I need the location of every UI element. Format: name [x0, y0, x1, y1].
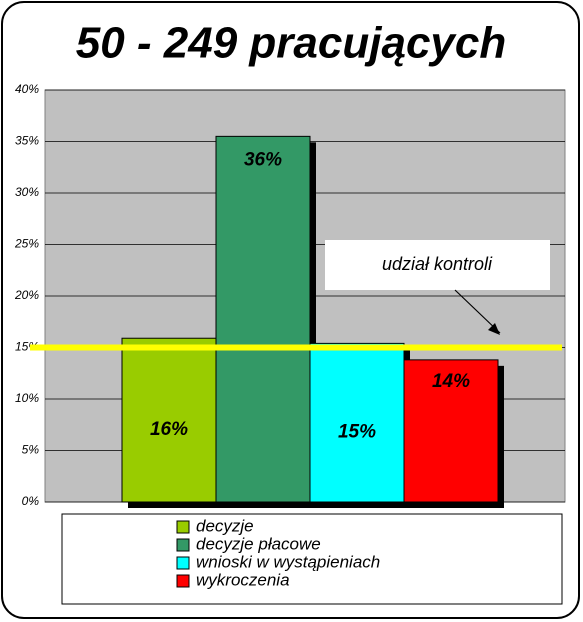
- data-label: 15%: [338, 422, 376, 443]
- annotation: udział kontroli: [382, 254, 493, 274]
- legend-swatch: [176, 520, 190, 534]
- legend-label: wykroczenia: [196, 570, 290, 589]
- legend-box: [61, 513, 563, 605]
- y-tick-label: 5%: [22, 443, 40, 457]
- y-tick-label: 30%: [15, 185, 39, 199]
- y-tick-label: 0%: [22, 494, 40, 508]
- legend-swatch: [176, 538, 190, 552]
- bar: [403, 359, 499, 503]
- legend-swatch: [176, 556, 190, 570]
- data-label: 36%: [244, 149, 282, 170]
- y-tick-label: 10%: [15, 391, 39, 405]
- arrow-head: [488, 323, 500, 335]
- legend-label: wnioski w wystąpieniach: [196, 552, 380, 571]
- data-label: 16%: [150, 419, 188, 440]
- y-tick-label: 40%: [15, 82, 39, 96]
- legend-label: decyzje płacowe: [196, 534, 321, 553]
- chart-title: 50 - 249 pracujących: [76, 19, 506, 68]
- annotation-box: [325, 240, 550, 290]
- y-tick-label: 25%: [14, 237, 39, 251]
- data-label: 14%: [432, 371, 470, 392]
- y-tick-label: 20%: [14, 288, 39, 302]
- legend-label: decyzje: [196, 516, 254, 535]
- legend-swatch: [176, 574, 190, 588]
- bar: [309, 342, 405, 503]
- y-tick-label: 35%: [15, 134, 39, 148]
- bar: [215, 135, 311, 503]
